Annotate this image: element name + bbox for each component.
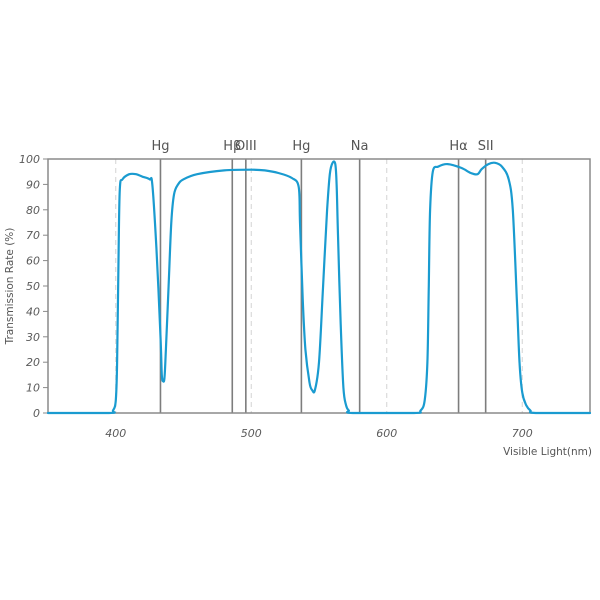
grid-layer [115,159,523,413]
y-tick-label-70: 70 [26,229,40,242]
series-layer [46,160,592,415]
x-tick-label-400: 400 [105,427,126,440]
x-tick-label-600: 600 [376,427,397,440]
y-tick-label-100: 100 [19,153,40,166]
emission-line-label-0: Hg [151,139,169,154]
y-tick-label-10: 10 [26,382,40,395]
emission-line-label-3: Hg [292,139,310,154]
emission-line-label-1: Hβ [223,139,241,154]
y-tick-label-90: 90 [26,178,40,191]
y-axis-label: Transmission Rate (%) [4,228,16,346]
series-line-0 [46,160,592,415]
y-axis-ticks: 0 10 20 30 40 50 60 70 80 90 100 [19,153,48,420]
emission-line-label-2: OIII [235,139,257,154]
y-tick-label-80: 80 [26,204,40,217]
x-tick-label-500: 500 [241,427,262,440]
emission-line-label-6: SII [478,139,494,154]
plot-frame [47,158,591,414]
x-axis-ticks: 400 500 600 700 [105,427,533,440]
y-tick-label-20: 20 [26,356,40,369]
y-tick-label-60: 60 [26,255,40,268]
x-axis-label: Visible Light(nm) [503,446,592,458]
y-tick-label-30: 30 [26,331,40,344]
y-tick-label-40: 40 [26,305,40,318]
x-tick-label-700: 700 [512,427,533,440]
emission-line-label-4: Na [351,139,369,154]
y-tick-label-0: 0 [33,407,40,420]
y-tick-label-50: 50 [26,280,40,293]
emission-line-label-5: Hα [449,139,467,154]
